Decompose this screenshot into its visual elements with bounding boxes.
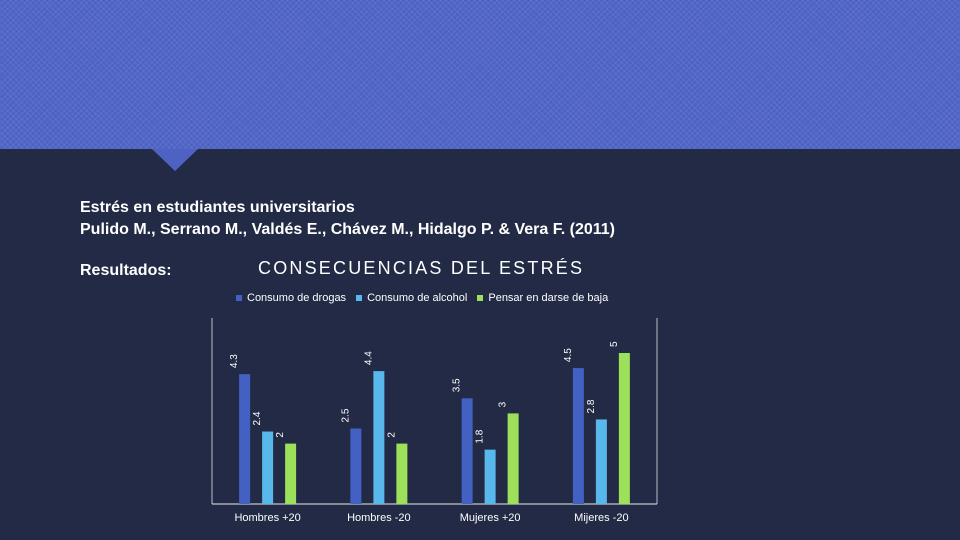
bar-1-1: [373, 371, 385, 504]
legend-label-baja: Pensar en darse de baja: [488, 292, 609, 304]
bar-0-3: [572, 368, 584, 504]
data-label-0-1: 2.5: [340, 408, 351, 422]
bar-0-2: [461, 398, 473, 504]
header-band: [0, 0, 960, 149]
bar-1-0: [262, 431, 274, 504]
slide-title-line2: Pulido M., Serrano M., Valdés E., Chávez…: [80, 221, 615, 238]
chart-legend: Consumo de drogas Consumo de alcohol Pen…: [236, 292, 608, 304]
data-label-1-1: 4.4: [363, 351, 374, 365]
legend-item-drogas: Consumo de drogas: [236, 292, 346, 304]
legend-label-alcohol: Consumo de alcohol: [367, 292, 468, 304]
data-label-2-1: 2: [386, 432, 397, 438]
bar-0-0: [239, 374, 251, 504]
bar-2-1: [396, 443, 408, 504]
chart-title: CONSECUENCIAS DEL ESTRÉS: [258, 258, 585, 278]
x-tick-label-1: Hombres -20: [347, 512, 411, 524]
section-label: Resultados:: [80, 262, 172, 279]
bar-2-2: [507, 413, 519, 504]
data-label-2-0: 2: [275, 432, 286, 438]
data-label-1-3: 2.8: [586, 399, 597, 413]
data-label-0-3: 4.5: [563, 348, 574, 362]
x-tick-label-2: Mujeres +20: [460, 512, 521, 524]
x-tick-label-0: Hombres +20: [234, 512, 300, 524]
data-label-0-2: 3.5: [452, 378, 463, 392]
bar-2-0: [285, 443, 297, 504]
data-label-2-3: 5: [609, 341, 620, 347]
data-label-1-0: 2.4: [252, 411, 263, 425]
data-label-1-2: 1.8: [475, 429, 486, 443]
legend-item-alcohol: Consumo de alcohol: [356, 292, 467, 304]
bar-0-1: [350, 428, 362, 504]
bar-1-2: [484, 449, 496, 504]
legend-label-drogas: Consumo de drogas: [247, 292, 347, 304]
data-label-0-0: 4.3: [229, 354, 240, 368]
bar-1-3: [595, 419, 607, 504]
bar-2-3: [618, 353, 630, 504]
legend-swatch-baja: [477, 295, 484, 301]
slide-title: Estrés en estudiantes universitarios Pul…: [80, 197, 615, 241]
legend-swatch-alcohol: [356, 295, 363, 301]
legend-item-baja: Pensar en darse de baja: [477, 292, 608, 304]
header-notch: [152, 149, 198, 171]
legend-swatch-drogas: [236, 295, 242, 301]
x-tick-label-3: Mijeres -20: [574, 512, 628, 524]
data-label-2-2: 3: [498, 401, 509, 407]
slide-title-line1: Estrés en estudiantes universitarios: [80, 199, 355, 216]
